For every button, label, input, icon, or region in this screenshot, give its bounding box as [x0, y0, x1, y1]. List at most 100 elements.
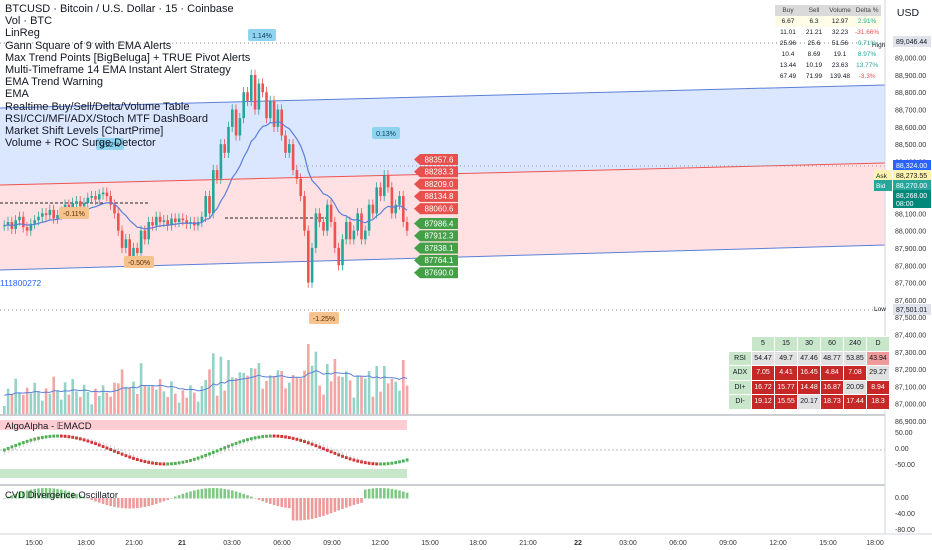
- indicator-item[interactable]: LinReg: [5, 27, 40, 40]
- dashboard-cell: 19.12: [751, 394, 775, 410]
- candle: [352, 230, 356, 240]
- cvd-bar: [181, 493, 185, 499]
- candle: [29, 223, 33, 231]
- macd-tick: 0.00: [895, 446, 909, 453]
- volume-bar: [18, 392, 21, 414]
- cvd-bar: [10, 495, 14, 499]
- candle: [86, 197, 90, 203]
- volume-bar: [155, 389, 158, 414]
- volume-bar: [371, 396, 375, 414]
- cvd-bar: [147, 498, 150, 507]
- table-cell: 25.6: [807, 40, 821, 47]
- volume-bar: [200, 386, 204, 414]
- price-axis[interactable]: 89,100.0089,000.0088,900.0088,800.0088,7…: [872, 36, 931, 534]
- symbol-title[interactable]: BTCUSD · Bitcoin / U.S. Dollar · 15 · Co…: [5, 3, 234, 15]
- cvd-bar: [18, 492, 21, 499]
- volume-bar: [158, 379, 162, 414]
- dashboard-timeframe: 30: [797, 336, 821, 352]
- volume-bar: [136, 394, 139, 414]
- volume-bar: [238, 372, 242, 414]
- dashboard-cell: 54.47: [751, 350, 775, 366]
- indicator-item[interactable]: EMA Trend Warning: [5, 76, 104, 89]
- cvd-histogram: [3, 488, 409, 521]
- volume-bar: [185, 397, 188, 414]
- svg-text:88,270.00: 88,270.00: [896, 183, 927, 190]
- volume-bar: [132, 381, 135, 414]
- indicator-item[interactable]: Realtime Buy/Sell/Delta/Volume Table: [5, 100, 190, 113]
- candle: [147, 222, 150, 240]
- cvd-bar: [136, 498, 139, 509]
- time-axis[interactable]: 15:00 18:00 21:00 21 03:00 06:00 09:00 12:00 15:…: [25, 540, 884, 547]
- currency-button[interactable]: USD: [896, 7, 920, 19]
- volume-bar: [352, 397, 356, 414]
- volume-bar: [139, 363, 143, 414]
- volume-bar: [143, 385, 147, 414]
- indicator-item[interactable]: Gann Square of 9 with EMA Alerts: [5, 39, 172, 52]
- cvd-bar: [345, 498, 348, 508]
- price-tick: 87,600.00: [895, 298, 926, 305]
- price-tick: 88,800.00: [895, 90, 926, 97]
- macd-pane-title[interactable]: AlgoAlpha - 𝔼MACD: [5, 421, 92, 432]
- candle: [257, 83, 261, 110]
- candle: [208, 196, 211, 214]
- volume-bar: [109, 396, 112, 414]
- indicator-item[interactable]: Volume + ROC Surge Detector: [5, 137, 156, 150]
- gann-level-green: 87838.1: [414, 242, 458, 254]
- svg-text:88209.0: 88209.0: [425, 180, 454, 189]
- cvd-bar: [238, 492, 242, 499]
- volume-bar: [299, 378, 302, 414]
- indicator-item[interactable]: EMA: [5, 88, 29, 101]
- cvd-tick: 0.00: [895, 495, 909, 502]
- volume-bar: [383, 366, 386, 414]
- table-cell: 8.69: [807, 51, 821, 58]
- candle: [386, 175, 390, 188]
- cvd-bar: [105, 498, 109, 506]
- volume-bar: [231, 377, 234, 414]
- volume-bar: [360, 376, 363, 414]
- table-cell: 67.49: [779, 73, 797, 80]
- candle: [371, 204, 375, 214]
- gann-level-green: 87912.3: [414, 230, 458, 242]
- volume-bar: [177, 402, 181, 414]
- indicator-item[interactable]: Multi-Timeframe 14 EMA Instant Alert Str…: [5, 64, 231, 77]
- cvd-bar: [231, 490, 234, 499]
- candle: [367, 204, 371, 231]
- candle: [337, 247, 340, 266]
- volume-bar: [329, 381, 333, 414]
- candle: [394, 204, 397, 214]
- cvd-bar: [310, 498, 314, 519]
- cvd-pane-title[interactable]: CVD Divergence Oscillator: [5, 490, 118, 501]
- indicator-item[interactable]: Market Shift Levels [ChartPrime]: [5, 125, 164, 138]
- candle: [314, 213, 318, 248]
- candle: [18, 216, 21, 221]
- cvd-bar: [25, 490, 29, 499]
- volume-bar: [174, 393, 177, 414]
- cvd-bar: [291, 498, 295, 521]
- cvd-bar: [75, 493, 78, 499]
- cvd-bar: [337, 498, 340, 511]
- gann-level-red: 88209.0: [414, 178, 458, 190]
- indicator-item[interactable]: RSI/CCI/MFI/ADX/Stoch MTF DashBoard: [5, 112, 208, 125]
- candle: [284, 135, 287, 153]
- volume-bar: [151, 385, 154, 414]
- indicator-item[interactable]: Max Trend Points [BigBeluga] + TRUE Pivo…: [5, 51, 251, 64]
- volume-bar: [367, 371, 371, 414]
- table-cell: 23.63: [831, 62, 849, 69]
- cvd-bar: [314, 498, 318, 519]
- candle: [242, 92, 245, 119]
- cvd-bar: [250, 496, 253, 499]
- cvd-bar: [212, 488, 215, 499]
- candle: [25, 227, 29, 231]
- price-tick: 87,700.00: [895, 281, 926, 288]
- cvd-bar: [299, 498, 302, 521]
- indicator-item[interactable]: Vol · BTC: [5, 15, 53, 28]
- volume-bar: [147, 386, 150, 414]
- cvd-bar: [94, 498, 97, 502]
- table-header-row: Buy Sell Volume Delta %: [775, 5, 882, 16]
- volume-bar: [356, 375, 359, 414]
- dashboard-cell: 15.55: [774, 394, 798, 410]
- volume-bar: [6, 388, 10, 414]
- dashboard-timeframe: D: [866, 336, 890, 352]
- dashboard-row-label: RSI: [728, 350, 752, 366]
